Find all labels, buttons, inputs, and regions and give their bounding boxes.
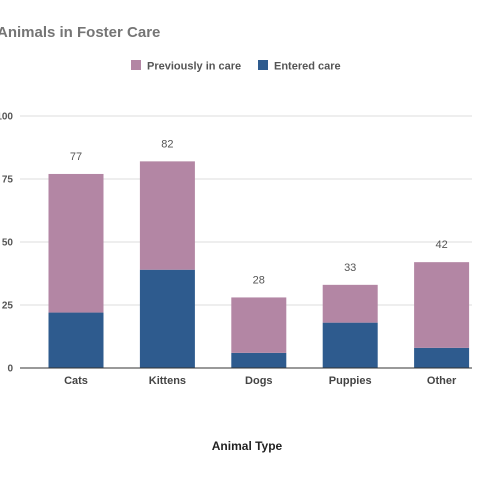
- x-tick-label-cats: Cats: [64, 375, 88, 387]
- data-labels: 77 82 28 33 42: [70, 138, 448, 286]
- total-label-dogs: 28: [253, 274, 265, 286]
- bar-entered-care-dogs[interactable]: [231, 352, 287, 368]
- y-axis-ticks: 0 25 50 75 100: [0, 112, 13, 375]
- y-tick-label: 0: [7, 364, 13, 375]
- bar-entered-care-puppies[interactable]: [322, 322, 378, 368]
- bar-entered-care-cats[interactable]: [48, 312, 104, 368]
- y-tick-label: 50: [2, 238, 14, 249]
- y-tick-label: 25: [2, 301, 14, 312]
- legend-item-previously-in-care[interactable]: Previously in care: [131, 60, 241, 73]
- bar-previously-in-care-kittens[interactable]: [139, 161, 195, 270]
- bar-entered-care-kittens[interactable]: [139, 269, 195, 368]
- legend-swatch-entered-care: [258, 60, 268, 70]
- x-tick-label-kittens: Kittens: [149, 375, 186, 387]
- total-label-puppies: 33: [344, 262, 356, 274]
- bar-entered-care-other[interactable]: [414, 347, 470, 368]
- x-axis-label: Animal Type: [212, 439, 283, 453]
- bar-previously-in-care-other[interactable]: [414, 262, 470, 348]
- legend-label-previously-in-care: Previously in care: [147, 61, 241, 73]
- total-label-kittens: 82: [161, 138, 173, 150]
- bar-previously-in-care-puppies[interactable]: [322, 284, 378, 323]
- y-tick-label: 100: [0, 112, 13, 123]
- total-label-cats: 77: [70, 151, 82, 163]
- legend: Previously in care Entered care: [131, 60, 341, 73]
- x-tick-label-puppies: Puppies: [329, 375, 372, 387]
- x-axis-ticks: Cats Kittens Dogs Puppies Other: [64, 375, 457, 387]
- legend-label-entered-care: Entered care: [274, 61, 341, 73]
- x-tick-label-dogs: Dogs: [245, 375, 273, 387]
- legend-item-entered-care[interactable]: Entered care: [258, 60, 341, 73]
- x-tick-label-other: Other: [427, 375, 457, 387]
- y-tick-label: 75: [2, 175, 14, 186]
- chart-title: Animals in Foster Care: [0, 24, 160, 41]
- bar-previously-in-care-cats[interactable]: [48, 173, 104, 313]
- legend-swatch-previously-in-care: [131, 60, 141, 70]
- total-label-other: 42: [435, 239, 447, 251]
- bars: [48, 161, 470, 368]
- bar-previously-in-care-dogs[interactable]: [231, 297, 287, 353]
